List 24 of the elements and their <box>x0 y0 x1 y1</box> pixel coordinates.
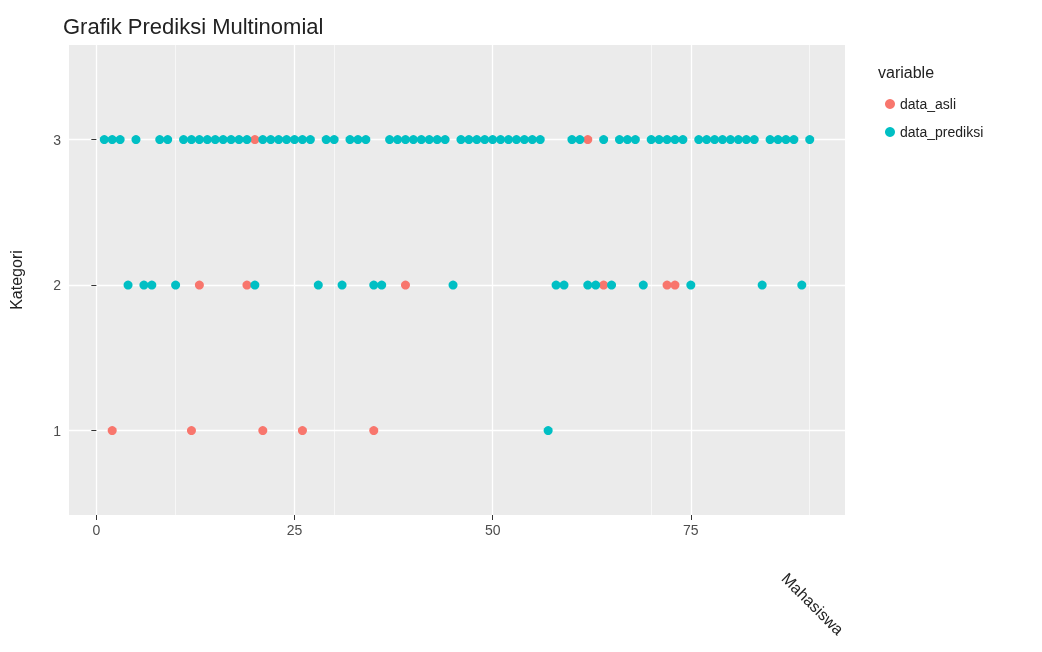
chart-title: Grafik Prediksi Multinomial <box>63 13 324 39</box>
point <box>186 426 196 436</box>
y-tick-label: 1 <box>53 422 62 439</box>
point <box>258 426 268 436</box>
y-tick-label: 2 <box>53 277 62 294</box>
point <box>670 280 680 290</box>
point <box>194 280 204 290</box>
legend-label: data_asli <box>900 96 957 112</box>
y-tick-label: 3 <box>53 131 62 148</box>
legend-label: data_prediksi <box>900 124 984 140</box>
point <box>250 135 260 145</box>
x-tick-label: 50 <box>484 522 501 538</box>
point <box>369 426 379 436</box>
x-tick-label: 0 <box>92 522 101 538</box>
point <box>662 280 672 290</box>
x-tick-label: 75 <box>683 522 699 538</box>
legend-title: variable <box>878 63 935 81</box>
point <box>107 426 117 436</box>
point <box>297 426 307 436</box>
point <box>583 135 593 145</box>
point <box>400 280 410 290</box>
point <box>242 280 252 290</box>
y-axis-title: Kategori <box>7 250 25 310</box>
x-tick-label: 25 <box>286 522 303 538</box>
